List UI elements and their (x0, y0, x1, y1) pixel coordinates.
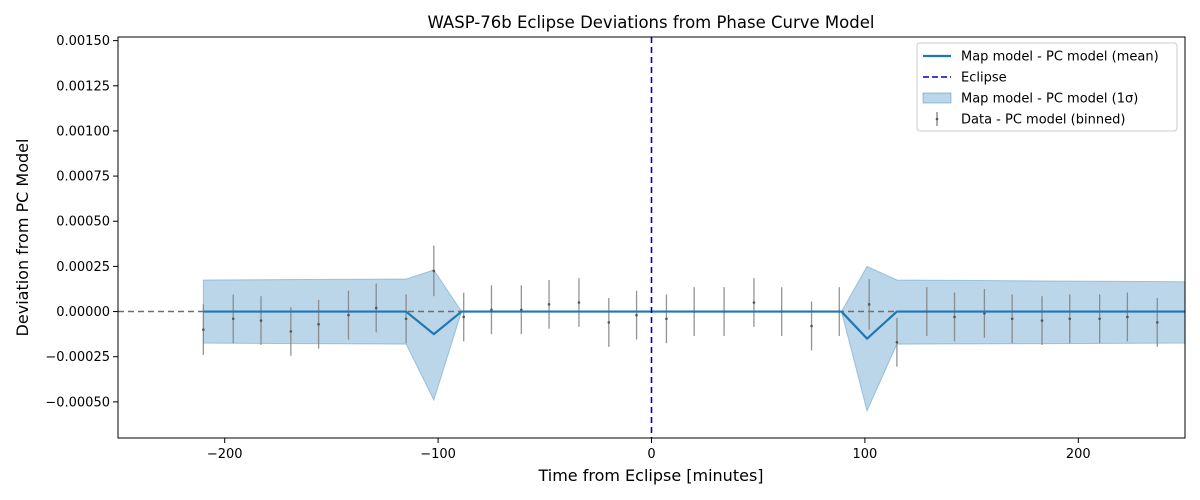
y-axis-title: Deviation from PC Model (13, 139, 32, 337)
x-tick-label: −100 (420, 447, 456, 462)
data-point (259, 296, 263, 345)
y-tick-label: 0.00125 (56, 79, 110, 94)
data-point (289, 307, 293, 356)
x-tick-label: −200 (207, 447, 243, 462)
y-tick-label: 0.00075 (56, 170, 110, 185)
legend-label: Map model - PC model (1σ) (961, 92, 1138, 107)
data-point (607, 298, 611, 347)
x-axis-title: Time from Eclipse [minutes] (537, 466, 763, 485)
legend-label: Eclipse (961, 71, 1007, 86)
legend: Map model - PC model (mean) Eclipse Map mo… (916, 42, 1178, 132)
data-point (1126, 292, 1129, 342)
data-point (1068, 294, 1072, 344)
data-point (577, 278, 581, 327)
data-point (953, 292, 956, 342)
y-tick-label: −0.00050 (45, 395, 110, 410)
legend-entry: Data - PC model (binned) (935, 112, 1125, 128)
data-point (1010, 294, 1014, 344)
data-point (810, 301, 813, 351)
data-point (202, 304, 205, 355)
data-point (1155, 298, 1159, 347)
legend-label: Map model - PC model (mean) (961, 50, 1159, 65)
data-point (317, 299, 320, 349)
axes: −200 −100 0 100 200 −0.00050 −0.00025 0.00000 0.… (45, 34, 1090, 462)
data-point (665, 294, 668, 344)
y-tick-label: 0.00150 (56, 34, 110, 49)
data-point (635, 290, 638, 340)
y-tick-label: 0.00025 (56, 260, 110, 275)
x-tick-label: 200 (1066, 447, 1091, 462)
data-point (1098, 294, 1101, 344)
legend-entry: Map model - PC model (1σ) (922, 92, 1138, 107)
x-tick-label: 100 (852, 447, 877, 462)
data-point (895, 317, 899, 367)
legend-box (916, 42, 1178, 132)
legend-entry: Eclipse (923, 71, 1007, 86)
y-tick-label: −0.00025 (45, 350, 110, 365)
data-point (752, 278, 756, 327)
sigma-band (202, 265, 1185, 413)
chart-title: WASP-76b Eclipse Deviations from Phase C… (428, 13, 875, 32)
data-point (432, 245, 436, 297)
data-point (462, 292, 466, 342)
data-point (374, 283, 378, 333)
x-tick-label: 0 (647, 447, 655, 462)
data-point (1040, 296, 1044, 345)
data-point (983, 288, 986, 338)
legend-entry: Map model - PC model (mean) (923, 50, 1159, 65)
data-point (231, 294, 235, 344)
data-point (547, 279, 551, 329)
data-point (520, 285, 523, 335)
data-point (404, 294, 408, 344)
data-point (867, 279, 871, 330)
data-point (490, 285, 493, 335)
data-point (347, 290, 350, 340)
y-tick-label: 0.00050 (56, 215, 110, 230)
y-tick-label: 0.00100 (56, 124, 110, 139)
legend-label: Data - PC model (binned) (961, 113, 1125, 128)
y-tick-label: 0.00000 (56, 305, 110, 320)
plot-area (118, 37, 1185, 438)
